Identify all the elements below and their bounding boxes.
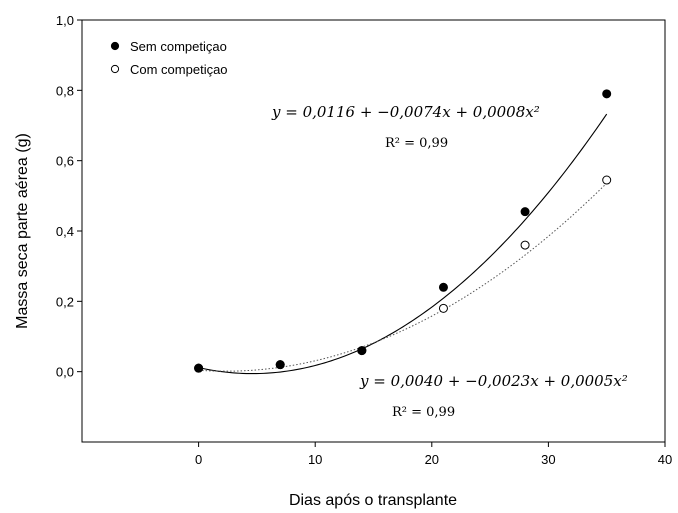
legend-label-sem-competicao: Sem competiçao: [130, 39, 227, 54]
data-point-com-competicao: [520, 240, 530, 250]
legend: Sem competiçao Com competiçao: [110, 39, 228, 77]
data-point-sem-competicao: [275, 360, 285, 370]
data-point-com-competicao: [602, 175, 612, 185]
legend-marker-sem-competicao: [110, 41, 120, 51]
equation-sem-competicao: y = 0,0116 + −0,0074x + 0,0008x²: [271, 103, 540, 121]
y-axis-ticks: 0,0 0,2 0,4 0,6 0,8 1,0: [56, 13, 82, 380]
x-tick-label: 20: [425, 452, 439, 467]
data-points: [194, 89, 612, 373]
data-point-sem-competicao: [357, 346, 367, 356]
fit-curve-com-competicao: [198, 182, 608, 372]
x-tick-label: 10: [308, 452, 322, 467]
r2-sem-competicao: R² = 0,99: [385, 136, 448, 151]
data-point-sem-competicao: [520, 207, 530, 217]
x-axis-label: Dias após o transplante: [289, 492, 457, 509]
x-tick-label: 0: [195, 452, 202, 467]
legend-marker-com-competicao: [110, 64, 120, 74]
x-axis-ticks: 0 10 20 30 40: [195, 442, 672, 467]
fit-curve-sem-competicao: [198, 113, 608, 375]
data-point-sem-competicao: [438, 282, 448, 292]
y-tick-label: 0,2: [56, 294, 74, 309]
x-tick-label: 30: [541, 452, 555, 467]
equation-annotation-com-competicao: y = 0,0040 + −0,0023x + 0,0005x² R² = 0,…: [359, 372, 628, 420]
equation-annotation-sem-competicao: y = 0,0116 + −0,0074x + 0,0008x² R² = 0,…: [271, 103, 540, 151]
equation-com-competicao: y = 0,0040 + −0,0023x + 0,0005x²: [359, 372, 628, 390]
data-point-sem-competicao: [602, 89, 612, 99]
y-axis-label: Massa seca parte aérea (g): [14, 133, 31, 329]
data-point-com-competicao: [438, 303, 448, 313]
data-point-sem-competicao: [194, 363, 204, 373]
y-tick-label: 1,0: [56, 13, 74, 28]
y-tick-label: 0,0: [56, 365, 74, 380]
y-tick-label: 0,4: [56, 224, 74, 239]
x-tick-label: 40: [658, 452, 672, 467]
r2-com-competicao: R² = 0,99: [392, 405, 455, 420]
y-tick-label: 0,6: [56, 154, 74, 169]
fit-curves: [198, 113, 608, 375]
legend-label-com-competicao: Com competiçao: [130, 62, 228, 77]
y-tick-label: 0,8: [56, 83, 74, 98]
